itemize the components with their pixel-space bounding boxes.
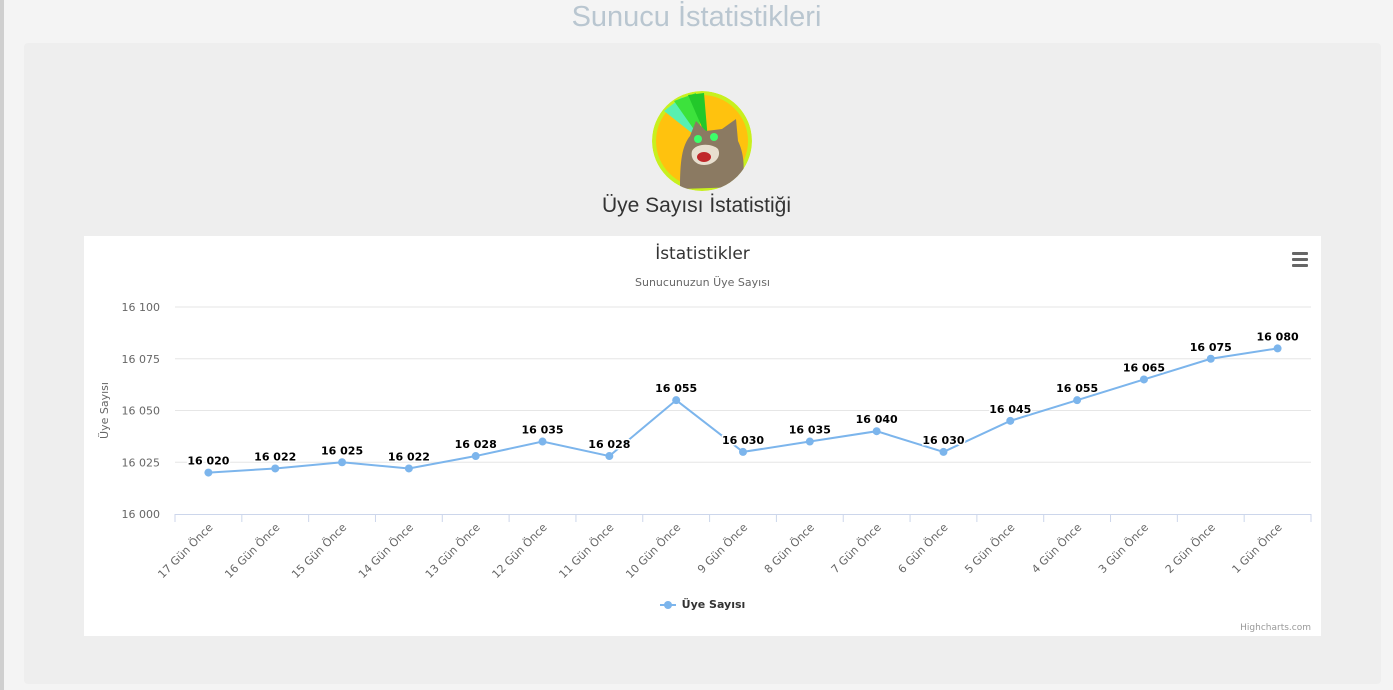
data-point[interactable] [338, 458, 347, 467]
x-tick-label: 14 Gün Önce [356, 521, 416, 581]
data-point[interactable] [404, 464, 413, 473]
x-tick-label: 17 Gün Önce [155, 521, 215, 581]
x-tick-label: 16 Gün Önce [222, 521, 282, 581]
x-tick-label: 15 Gün Önce [289, 521, 349, 581]
x-tick-label: 12 Gün Önce [490, 521, 550, 581]
data-point[interactable] [1139, 375, 1148, 384]
data-point[interactable] [204, 468, 213, 477]
data-label: 16 020 [187, 455, 229, 468]
x-tick-label: 3 Gün Önce [1096, 521, 1151, 576]
data-label: 16 022 [388, 450, 430, 463]
data-label: 16 040 [856, 413, 898, 426]
y-tick-label: 16 050 [122, 405, 161, 418]
data-point[interactable] [271, 464, 280, 473]
data-point[interactable] [672, 396, 681, 405]
data-point[interactable] [1206, 354, 1215, 363]
x-tick-label: 11 Gün Önce [556, 521, 616, 581]
left-edge-rule [0, 0, 4, 690]
x-tick-label: 8 Gün Önce [762, 521, 817, 576]
data-label: 16 030 [722, 434, 764, 447]
x-tick-label: 5 Gün Önce [962, 521, 1017, 576]
y-tick-label: 16 025 [122, 456, 161, 469]
data-point[interactable] [739, 447, 747, 456]
data-label: 16 025 [321, 444, 363, 457]
legend-item-series[interactable]: Üye Sayısı [659, 598, 746, 611]
chart-subtitle: Sunucunuzun Üye Sayısı [635, 276, 770, 289]
credits-link[interactable]: Highcharts.com [1240, 623, 1311, 633]
data-label: 16 030 [922, 434, 964, 447]
data-label: 16 045 [989, 403, 1031, 416]
x-tick-label: 7 Gün Önce [829, 521, 884, 576]
y-tick-label: 16 000 [122, 508, 161, 521]
x-tick-label: 6 Gün Önce [896, 521, 951, 576]
chart-title: İstatistikler [655, 244, 750, 264]
x-tick-label: 13 Gün Önce [423, 521, 483, 581]
data-point[interactable] [1273, 344, 1282, 353]
y-tick-label: 16 075 [122, 353, 161, 366]
data-label: 16 035 [521, 424, 563, 437]
y-tick-label: 16 100 [122, 301, 161, 314]
x-tick-label: 9 Gün Önce [695, 521, 750, 576]
cat-laser-eyes-avatar-icon [652, 91, 752, 191]
data-point[interactable] [1073, 396, 1082, 405]
data-point[interactable] [939, 447, 948, 456]
hamburger-menu-icon[interactable] [1289, 250, 1311, 268]
data-label: 16 055 [655, 382, 697, 395]
x-tick-label: 2 Gün Önce [1163, 521, 1218, 576]
data-point[interactable] [1006, 416, 1015, 425]
data-label: 16 028 [588, 438, 630, 451]
x-tick-label: 4 Gün Önce [1029, 521, 1084, 576]
data-point[interactable] [605, 452, 614, 461]
data-point[interactable] [538, 437, 547, 446]
data-label: 16 035 [789, 424, 831, 437]
data-label: 16 075 [1190, 341, 1232, 354]
legend-label: Üye Sayısı [681, 598, 746, 611]
line-chart: 16 000 16 025 16 050 16 075 16 100 17 Gün Önc… [98, 301, 1312, 581]
x-tick-label: 1 Gün Önce [1230, 521, 1285, 576]
data-label: 16 028 [455, 438, 497, 451]
chart-card: İstatistikler Sunucunuzun Üye Sayısı 16 … [84, 236, 1321, 636]
page-title: Sunucu İstatistikleri [571, 1, 822, 33]
y-axis-title: Üye Sayısı [98, 382, 111, 439]
x-tick-label: 10 Gün Önce [623, 521, 683, 581]
section-title: Üye Sayısı İstatistiği [601, 194, 792, 217]
chart-legend: Üye Sayısı [84, 598, 1321, 613]
legend-symbol [659, 600, 676, 610]
data-point[interactable] [805, 437, 814, 446]
data-label: 16 022 [254, 450, 296, 463]
data-label: 16 080 [1257, 330, 1299, 343]
data-label: 16 065 [1123, 361, 1165, 374]
data-label: 16 055 [1056, 382, 1098, 395]
data-point[interactable] [872, 427, 881, 436]
data-point[interactable] [471, 452, 480, 461]
